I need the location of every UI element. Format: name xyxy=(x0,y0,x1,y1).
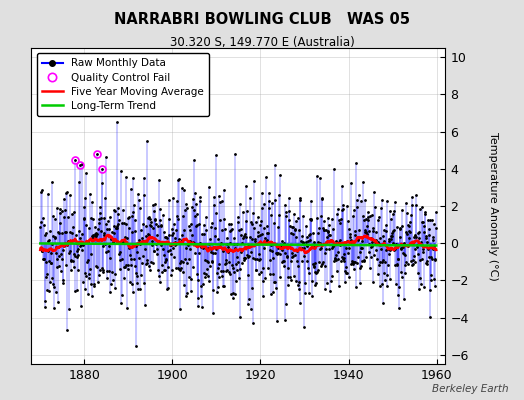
Text: 30.320 S, 149.770 E (Australia): 30.320 S, 149.770 E (Australia) xyxy=(170,36,354,49)
Legend: Raw Monthly Data, Quality Control Fail, Five Year Moving Average, Long-Term Tren: Raw Monthly Data, Quality Control Fail, … xyxy=(37,53,209,116)
Text: NARRABRI BOWLING CLUB   WAS 05: NARRABRI BOWLING CLUB WAS 05 xyxy=(114,12,410,27)
Text: Berkeley Earth: Berkeley Earth xyxy=(432,384,508,394)
Y-axis label: Temperature Anomaly (°C): Temperature Anomaly (°C) xyxy=(488,132,498,280)
